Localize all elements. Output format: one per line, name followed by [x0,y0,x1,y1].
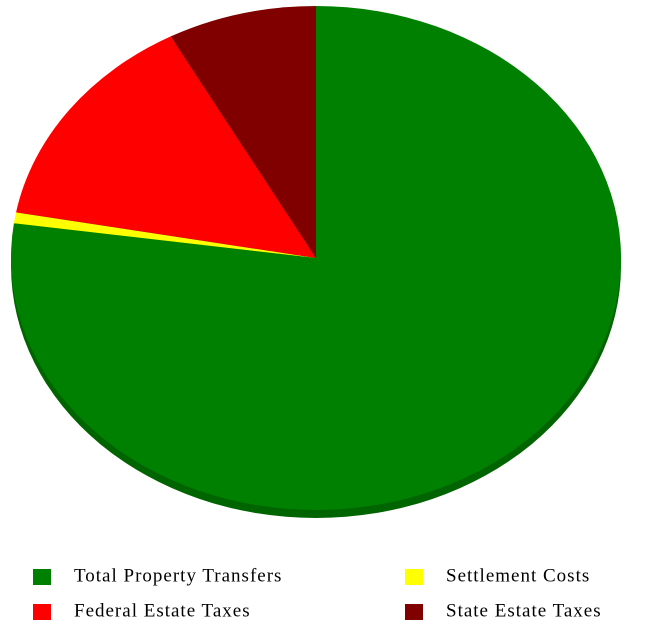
legend-label: Federal Estate Taxes [74,600,251,621]
legend-swatch [405,569,423,585]
pie-slice [16,36,316,258]
pie-slice [170,6,316,258]
legend-swatch [33,569,51,585]
legend-label: State Estate Taxes [446,600,602,621]
pie [10,6,621,510]
legend-swatch [405,604,423,620]
pie-slice [10,6,621,510]
pie-slice [13,212,316,258]
legend-swatch [33,604,51,620]
legend-label: Total Property Transfers [74,565,282,586]
legend-label: Settlement Costs [446,565,590,586]
legend: Total Property Transfers Settlement Costs… [33,565,602,621]
